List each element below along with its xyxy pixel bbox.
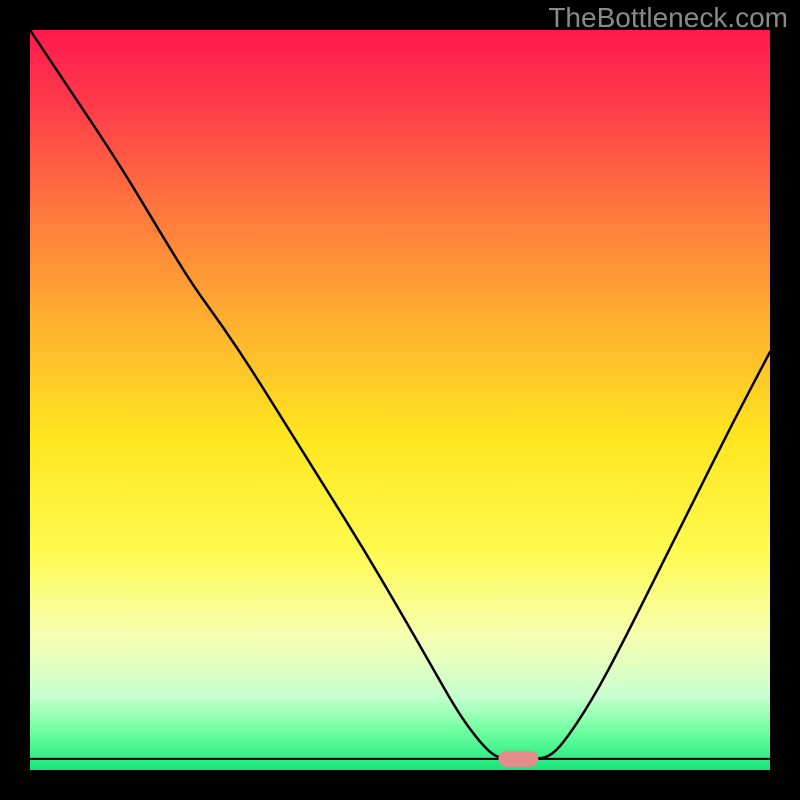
optimal-marker: [498, 751, 538, 767]
gradient-background: [30, 30, 770, 770]
chart-frame: TheBottleneck.com: [0, 0, 800, 800]
plot-svg: [30, 30, 770, 770]
watermark-text: TheBottleneck.com: [548, 2, 788, 34]
